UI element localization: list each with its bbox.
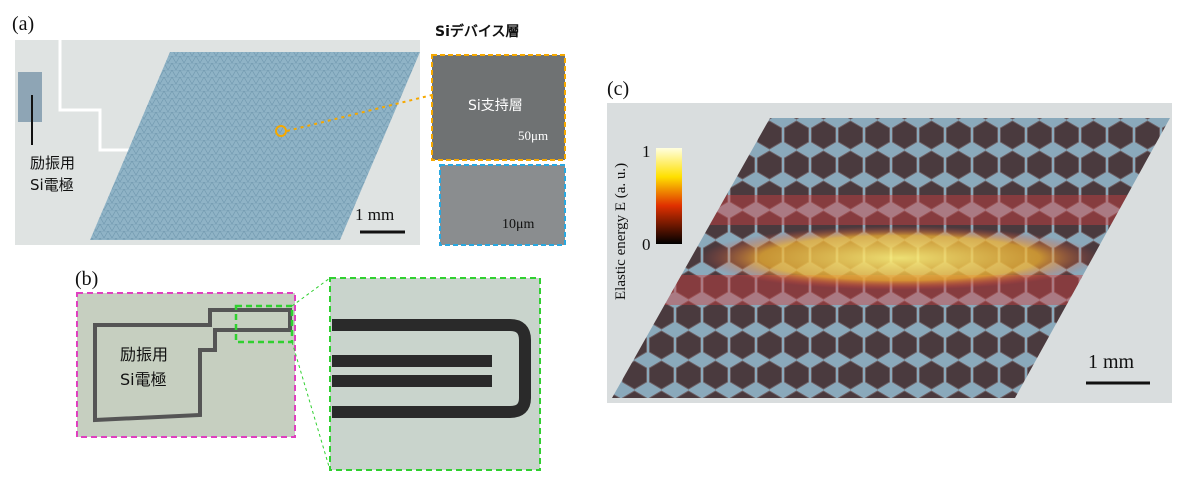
micrograph-zoom bbox=[329, 277, 541, 471]
electrode-zoom bbox=[332, 375, 492, 387]
scale-label: 1 mm bbox=[1088, 351, 1135, 373]
colorbar-label: Elastic energy E (a. u.) bbox=[613, 163, 629, 300]
sem-inset bbox=[439, 164, 566, 246]
annotation: 励振用 bbox=[30, 154, 75, 172]
annotation: Siデバイス層 bbox=[435, 23, 519, 40]
metamaterial bbox=[90, 52, 420, 240]
marker bbox=[275, 125, 287, 137]
scale-label: 1 mm bbox=[355, 205, 394, 224]
energy-hotspot bbox=[700, 226, 1100, 290]
annotation: 励振用 bbox=[120, 345, 168, 364]
colorbar-tick: 0 bbox=[642, 235, 651, 254]
connector bbox=[291, 341, 331, 471]
panel-label: (c) bbox=[607, 78, 629, 100]
annotation: Si電極 bbox=[120, 370, 167, 389]
colorbar-tick: 1 bbox=[642, 142, 651, 161]
panel-label: (b) bbox=[75, 268, 98, 290]
electrode bbox=[18, 72, 42, 122]
colorbar bbox=[656, 148, 682, 244]
sem-inset bbox=[431, 54, 566, 161]
electrode-outline bbox=[93, 308, 292, 423]
scale-label: 10μm bbox=[502, 217, 535, 232]
scale-label: 50μm bbox=[518, 128, 548, 143]
zoom-box bbox=[234, 304, 294, 344]
micrograph bbox=[76, 292, 296, 438]
connector bbox=[291, 277, 331, 307]
annotation: Si電極 bbox=[30, 176, 74, 194]
electrode-zoom bbox=[332, 355, 492, 367]
annotation: Si支持層 bbox=[468, 98, 523, 114]
electrode-zoom bbox=[332, 319, 531, 418]
panel-label: (a) bbox=[12, 13, 34, 35]
